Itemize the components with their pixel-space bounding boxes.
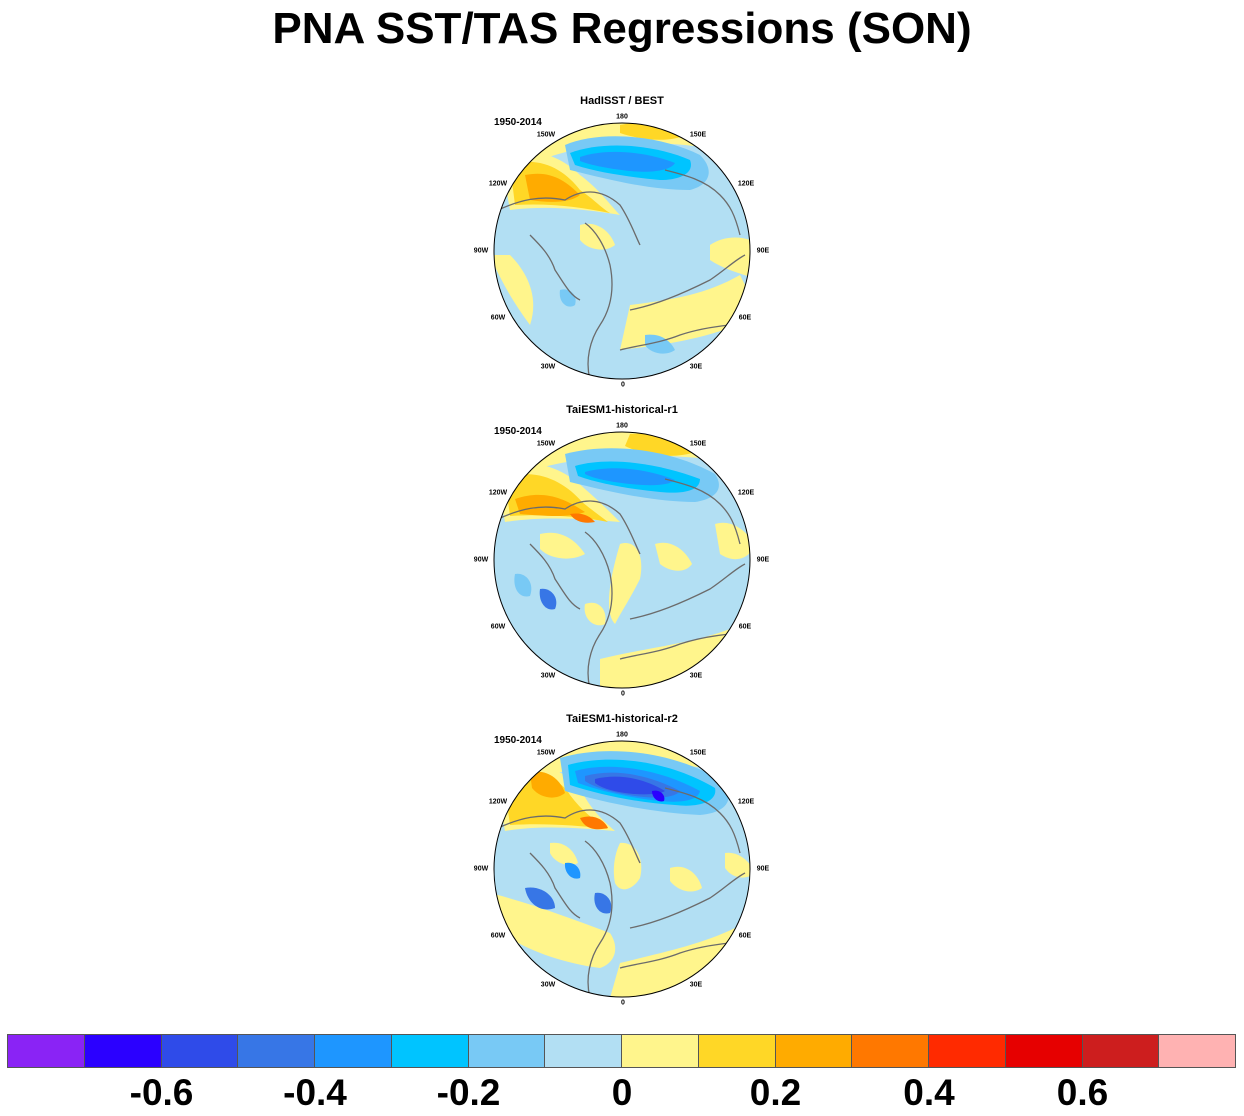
colorbar-swatch — [697, 1034, 776, 1068]
lon-label: 30W — [540, 363, 556, 371]
lon-label: 60W — [490, 314, 506, 322]
lon-label: 60E — [738, 314, 752, 322]
lon-label: 120W — [488, 489, 508, 497]
lon-label: 0 — [621, 381, 625, 389]
lon-label: 30E — [689, 981, 703, 989]
colorbar-swatch — [774, 1034, 853, 1068]
period-label: 1950-2014 — [494, 735, 542, 746]
panel-title: HadISST / BEST — [580, 95, 664, 107]
colorbar-tick-label: -0.4 — [283, 1072, 347, 1113]
colorbar-swatch — [1158, 1034, 1236, 1068]
colorbar-swatch — [83, 1034, 162, 1068]
lon-label: 180 — [616, 113, 628, 121]
colorbar-tick-label: 0.2 — [749, 1072, 802, 1113]
lon-label: 0 — [621, 999, 625, 1007]
colorbar-swatch — [7, 1034, 85, 1068]
colorbar-swatch — [314, 1034, 392, 1068]
colorbar-tick-label: 0 — [611, 1072, 633, 1113]
colorbar-tick-label: 0.6 — [1056, 1072, 1109, 1113]
colorbar-swatch — [237, 1034, 315, 1068]
lon-label: 120W — [488, 798, 508, 806]
lon-label: 150E — [689, 749, 707, 757]
lon-label: 90E — [756, 556, 770, 564]
panel-title: TaiESM1-historical-r1 — [566, 404, 678, 416]
lon-label: 60W — [490, 932, 506, 940]
period-label: 1950-2014 — [494, 426, 542, 437]
lon-label: 30W — [540, 672, 556, 680]
colorbar-tick-label: 0.4 — [903, 1072, 955, 1113]
colorbar-swatch — [928, 1034, 1006, 1068]
lon-label: 90E — [756, 247, 770, 255]
panel-title: TaiESM1-historical-r2 — [566, 713, 678, 725]
colorbar-swatch — [160, 1034, 239, 1068]
map-panel-taiesm1-r2: TaiESM1-historical-r2 1950-2014 — [470, 713, 774, 1008]
polar-map — [493, 740, 751, 998]
lon-label: 60E — [738, 932, 752, 940]
polar-map — [493, 122, 751, 380]
lon-label: 180 — [616, 422, 628, 430]
map-panel-taiesm1-r1: TaiESM1-historical-r1 1950-2014 — [470, 404, 774, 699]
lon-label: 0 — [621, 690, 625, 698]
colorbar-tick-label: -0.6 — [129, 1072, 194, 1113]
colorbar-swatch — [467, 1034, 546, 1068]
lon-label: 150E — [689, 131, 707, 139]
colorbar — [7, 1034, 1236, 1068]
lon-label: 60E — [738, 623, 752, 631]
lon-label: 60W — [490, 623, 506, 631]
polar-map — [493, 431, 751, 689]
lon-label: 30E — [689, 672, 703, 680]
lon-label: 150W — [536, 131, 556, 139]
lon-label: 150E — [689, 440, 707, 448]
main-title: PNA SST/TAS Regressions (SON) — [272, 4, 972, 53]
map-panel-hadisst: HadISST / BEST 1950-2014 — [470, 95, 774, 390]
colorbar-swatch — [544, 1034, 622, 1068]
lon-label: 30W — [540, 981, 556, 989]
colorbar-swatch — [390, 1034, 469, 1068]
colorbar-tick-label: -0.2 — [436, 1072, 501, 1113]
lon-label: 150W — [536, 749, 556, 757]
lon-label: 30E — [689, 363, 703, 371]
lon-label: 120W — [488, 180, 508, 188]
lon-label: 90W — [473, 865, 489, 873]
lon-label: 90W — [473, 556, 489, 564]
period-label: 1950-2014 — [494, 117, 542, 128]
colorbar-swatch — [1004, 1034, 1083, 1068]
lon-label: 90W — [473, 247, 489, 255]
colorbar-swatch — [1081, 1034, 1160, 1068]
lon-label: 180 — [616, 731, 628, 739]
colorbar-swatch — [621, 1034, 699, 1068]
lon-label: 120E — [737, 798, 755, 806]
lon-label: 150W — [536, 440, 556, 448]
lon-label: 90E — [756, 865, 770, 873]
lon-label: 120E — [737, 489, 755, 497]
lon-label: 120E — [737, 180, 755, 188]
colorbar-swatch — [851, 1034, 929, 1068]
